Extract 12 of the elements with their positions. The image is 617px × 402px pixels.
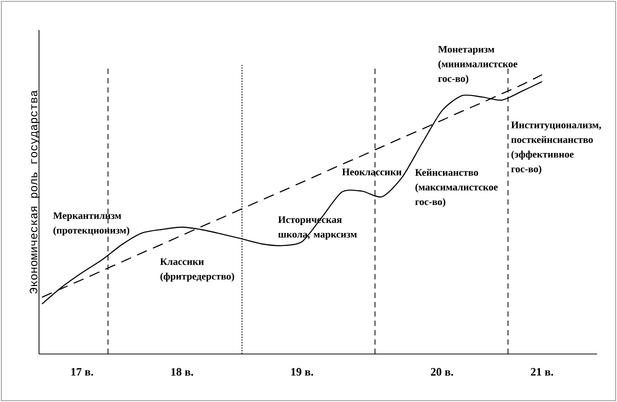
annotation: Кейнсианство (максималистское гос-во) xyxy=(415,168,498,208)
x-tick-label: 17 в. xyxy=(71,368,94,376)
annotation: Неоклассики xyxy=(342,168,402,176)
x-tick-label: 19 в. xyxy=(291,368,314,376)
x-tick-label: 21 в. xyxy=(530,368,554,376)
annotation: Классики (фритредерство) xyxy=(160,258,234,282)
x-tick-label: 20 в. xyxy=(430,368,454,376)
y-axis-title: Экономическая роль государства xyxy=(30,90,40,294)
x-tick-label: 18 в. xyxy=(171,368,194,376)
annotation: Институционализм, посткейнсианство (эффективное гос-во) xyxy=(511,122,601,174)
annotation: Монетаризм (минималистское гос-во) xyxy=(438,46,518,84)
annotation: Меркантилизм (протекционизм) xyxy=(53,212,130,236)
